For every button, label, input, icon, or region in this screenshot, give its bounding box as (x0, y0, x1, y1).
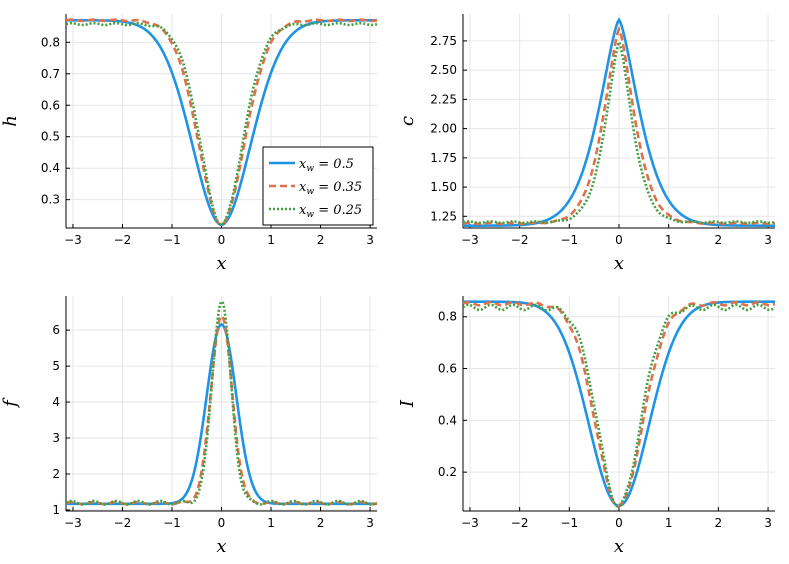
y-tick-label: 0.6 (438, 362, 457, 376)
series-line-xw-0.5 (463, 17, 775, 227)
x-tick-label: −1 (163, 233, 181, 247)
x-tick-label: 0 (218, 233, 226, 247)
y-tick-label: 0.7 (41, 67, 60, 81)
x-tick-label: 1 (665, 233, 673, 247)
series-line-xw-0.25 (66, 299, 377, 506)
x-tick-label: 0 (615, 233, 623, 247)
y-tick-label: 5 (52, 359, 60, 373)
series-line-xw-0.5 (66, 19, 377, 227)
y-tick-label: 4 (52, 395, 60, 409)
x-axis-label: x (216, 536, 226, 557)
x-axis-label: x (216, 253, 226, 274)
x-tick-label: −1 (163, 516, 181, 530)
y-tick-label: 2.25 (430, 92, 457, 106)
y-tick-label: 0.2 (438, 465, 457, 479)
y-tick-label: 2.00 (430, 122, 457, 136)
x-tick-label: 1 (267, 516, 275, 530)
x-tick-label: −3 (64, 233, 82, 247)
y-tick-label: 0.3 (41, 193, 60, 207)
x-tick-label: 3 (366, 516, 374, 530)
legend-label: xw = 0.5 (299, 157, 354, 174)
legend-label: xw = 0.35 (299, 180, 362, 197)
x-tick-label: −2 (511, 233, 529, 247)
x-tick-label: −1 (560, 233, 578, 247)
x-tick-label: 0 (218, 516, 226, 530)
y-tick-label: 1.25 (430, 209, 457, 223)
y-tick-label: 3 (52, 431, 60, 445)
x-tick-label: 0 (615, 516, 623, 530)
y-tick-label: 0.5 (41, 130, 60, 144)
x-axis-label: x (614, 536, 624, 557)
y-axis-label: h (0, 115, 21, 127)
y-tick-label: 2 (52, 467, 60, 481)
y-axis-label: f (0, 397, 21, 409)
y-tick-label: 0.4 (438, 413, 457, 427)
y-tick-label: 1 (52, 503, 60, 517)
x-tick-label: −2 (114, 233, 132, 247)
x-tick-label: −2 (511, 516, 529, 530)
x-tick-label: 2 (317, 516, 325, 530)
x-tick-label: 2 (317, 233, 325, 247)
panel-I: −3 −2 −1 0 1 2 3 0.2 0.4 0.6 0.8 x I (397, 296, 775, 557)
x-tick-label: −3 (64, 516, 82, 530)
series-line-xw-0.35 (463, 300, 775, 508)
y-tick-label: 0.4 (41, 161, 60, 175)
x-tick-label: −1 (560, 516, 578, 530)
y-tick-label: 0.6 (41, 98, 60, 112)
series-line-xw-0.25 (66, 21, 377, 227)
legend: xw = 0.5 xw = 0.35 xw = 0.25 (262, 146, 374, 226)
x-tick-label: 2 (715, 516, 723, 530)
series-line-xw-0.25 (463, 38, 775, 225)
x-tick-label: −3 (461, 233, 479, 247)
y-tick-label: 0.8 (438, 310, 457, 324)
y-tick-label: 1.75 (430, 151, 457, 165)
x-tick-label: 3 (764, 233, 772, 247)
x-tick-label: 1 (267, 233, 275, 247)
panel-f: −3 −2 −1 0 1 2 3 1 2 3 4 5 6 x f (0, 296, 377, 557)
series-line-xw-0.35 (463, 25, 775, 226)
x-tick-label: 2 (715, 233, 723, 247)
x-tick-label: 1 (665, 516, 673, 530)
x-axis-label: x (614, 253, 624, 274)
y-tick-label: 2.75 (430, 34, 457, 48)
y-tick-label: 1.50 (430, 180, 457, 194)
y-tick-label: 6 (52, 323, 60, 337)
x-tick-label: −2 (114, 516, 132, 530)
panel-c: −3 −2 −1 0 1 2 3 1.25 1.50 1.75 2.00 2.25 2.50 2.75 x c (397, 14, 775, 274)
x-tick-label: 3 (764, 516, 772, 530)
y-axis-label: I (397, 399, 418, 408)
x-tick-label: −3 (461, 516, 479, 530)
y-axis-label: c (397, 116, 418, 126)
legend-label: xw = 0.25 (299, 203, 362, 220)
x-tick-label: 3 (366, 233, 374, 247)
y-tick-label: 2.50 (430, 63, 457, 77)
y-tick-label: 0.8 (41, 35, 60, 49)
